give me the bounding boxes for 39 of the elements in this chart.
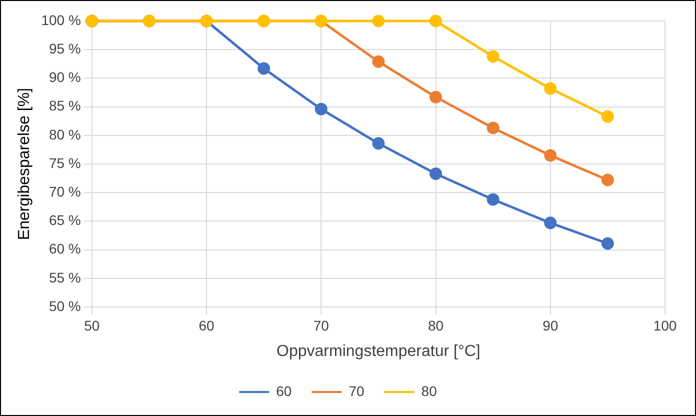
- point: [486, 50, 500, 63]
- point: [372, 55, 385, 68]
- x-tick-label: 80: [428, 317, 444, 334]
- y-tick-label: 80 %: [48, 126, 81, 142]
- point: [601, 237, 614, 250]
- x-tick-label: 90: [542, 317, 558, 334]
- y-tick-label: 90 %: [48, 69, 81, 86]
- point: [544, 149, 557, 162]
- point: [544, 82, 557, 95]
- y-tick-label: 85 %: [48, 98, 81, 114]
- legend-label: 70: [348, 382, 364, 399]
- point: [372, 137, 385, 150]
- point: [258, 62, 270, 75]
- point: [430, 14, 442, 28]
- x-tick-label: 60: [198, 317, 215, 334]
- point: [544, 216, 557, 230]
- y-tick-label: 75 %: [48, 154, 81, 171]
- point: [372, 14, 385, 28]
- y-axis-title: Energibesparelse [%]: [16, 88, 34, 240]
- x-tick-label: 50: [84, 317, 100, 334]
- x-axis-title: Oppvarmingstemperatur [°C]: [276, 342, 480, 360]
- y-tick-label: 95 %: [48, 40, 81, 56]
- legend-label: 80: [421, 382, 438, 399]
- point: [486, 122, 500, 134]
- point: [601, 174, 614, 186]
- x-tick-label: 70: [313, 317, 330, 334]
- y-tick-label: 55 %: [48, 269, 81, 286]
- point: [314, 102, 328, 116]
- point: [486, 193, 500, 206]
- x-tick-label: 100: [653, 317, 677, 334]
- point: [430, 167, 442, 180]
- y-tick-label: 100 %: [41, 12, 81, 28]
- y-tick-label: 50 %: [48, 298, 81, 314]
- y-tick-label: 60 %: [48, 240, 81, 257]
- legend-label: 60: [276, 382, 292, 399]
- y-tick-label: 70 %: [48, 183, 81, 200]
- point: [430, 90, 442, 104]
- point: [601, 110, 614, 123]
- y-tick-label: 65 %: [48, 212, 81, 228]
